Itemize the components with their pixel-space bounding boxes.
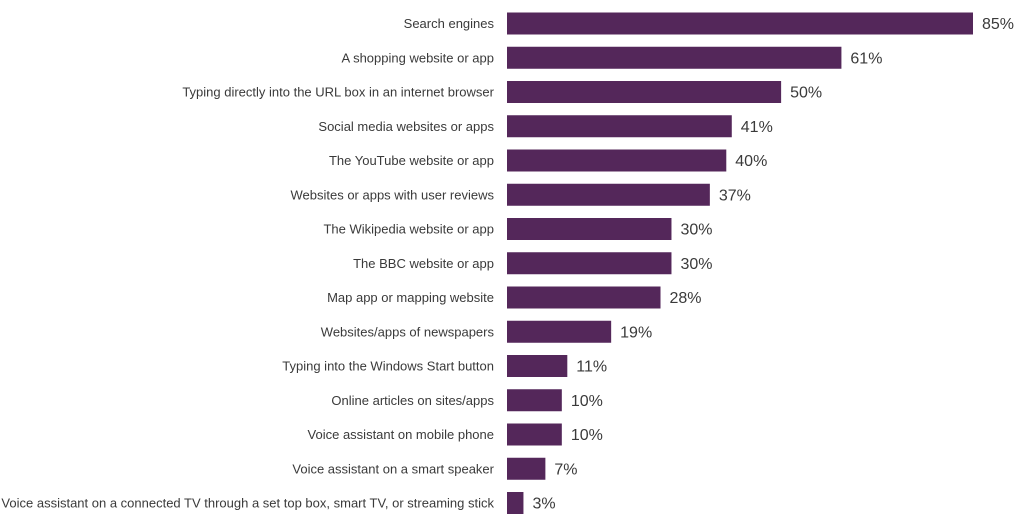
bar-14 (507, 492, 524, 514)
category-label-12: Voice assistant on mobile phone (308, 427, 494, 442)
category-label-0: Search engines (404, 16, 495, 31)
category-label-7: The BBC website or app (353, 256, 494, 271)
bar-0 (507, 12, 973, 35)
value-label-8: 28% (670, 290, 702, 307)
value-label-9: 19% (620, 324, 652, 341)
category-label-9: Websites/apps of newspapers (321, 324, 495, 339)
category-label-11: Online articles on sites/apps (331, 393, 494, 408)
category-label-13: Voice assistant on a smart speaker (292, 461, 494, 476)
value-labels-group: 85% 61% 50% 41% 40% 37% 30% 30% 28% 19% 11% 10% 10% 7… (532, 16, 1014, 513)
value-label-4: 40% (735, 153, 767, 170)
value-label-12: 10% (571, 427, 603, 444)
bar-7 (507, 252, 672, 275)
bar-2 (507, 81, 782, 103)
category-label-2: Typing directly into the URL box in an i… (182, 85, 494, 100)
category-label-4: The YouTube website or app (329, 153, 494, 168)
bar-5 (507, 183, 710, 206)
value-label-3: 41% (741, 119, 773, 136)
bar-9 (507, 320, 612, 343)
category-label-6: The Wikipedia website or app (323, 222, 494, 237)
bar-8 (507, 286, 661, 309)
bar-12 (507, 423, 562, 446)
bar-11 (507, 389, 562, 412)
value-label-14: 3% (532, 496, 555, 513)
value-label-2: 50% (790, 85, 822, 102)
bar-6 (507, 218, 672, 240)
bar-3 (507, 115, 732, 138)
value-label-13: 7% (554, 461, 577, 478)
bar-4 (507, 149, 727, 172)
category-labels-group: Search engines A shopping website or app T… (1, 16, 494, 511)
value-label-6: 30% (680, 222, 712, 239)
category-label-3: Social media websites or apps (318, 119, 494, 134)
value-label-5: 37% (719, 187, 751, 204)
value-label-7: 30% (680, 256, 712, 273)
category-label-1: A shopping website or app (342, 50, 495, 65)
bar-13 (507, 457, 546, 480)
value-label-11: 10% (571, 393, 603, 410)
category-label-8: Map app or mapping website (327, 290, 494, 305)
category-label-14: Voice assistant on a connected TV throug… (1, 496, 494, 511)
bar-10 (507, 355, 568, 377)
value-label-0: 85% (982, 16, 1014, 33)
bar-1 (507, 46, 842, 69)
bars-group (507, 12, 973, 514)
value-label-10: 11% (576, 359, 607, 376)
category-label-10: Typing into the Windows Start button (282, 359, 494, 374)
value-label-1: 61% (850, 50, 882, 67)
category-label-5: Websites or apps with user reviews (290, 187, 494, 202)
